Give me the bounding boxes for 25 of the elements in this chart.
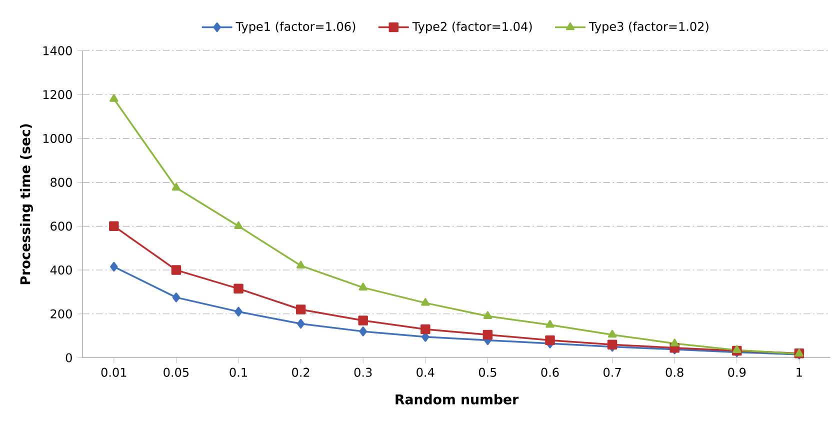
y-axis-title: Processing time (sec): [20, 124, 33, 284]
x-tick-label: 0.8: [666, 368, 684, 377]
y-tick-label: 400: [50, 265, 72, 274]
y-tick-label: 1400: [43, 46, 72, 56]
x-tick-label: 0.4: [416, 368, 434, 377]
x-tick-label: 0.05: [164, 368, 189, 377]
legend-label: Type3 (factor=1.02): [588, 22, 708, 34]
x-axis-title: Random number: [396, 394, 519, 404]
x-tick-label: 0.5: [478, 368, 496, 377]
y-tick-label: 1000: [43, 134, 72, 143]
x-tick-label: 0.9: [728, 368, 746, 377]
y-tick-label: 800: [50, 178, 72, 187]
y-tick-label: 0: [66, 353, 72, 362]
x-tick-label: 0.01: [101, 368, 126, 377]
x-tick-label: 0.7: [604, 368, 621, 377]
x-tick-label: 0.1: [230, 368, 247, 377]
x-tick-label: 1: [796, 368, 802, 376]
y-tick-label: 200: [50, 309, 72, 318]
y-tick-label: 600: [50, 222, 72, 231]
legend-label: Type2 (factor=1.04): [412, 22, 532, 34]
x-tick-label: 0.6: [541, 368, 559, 377]
y-tick-label: 1200: [43, 90, 72, 100]
legend-label: Type1 (factor=1.06): [236, 22, 356, 34]
x-tick-label: 0.3: [354, 368, 372, 377]
x-tick-label: 0.2: [292, 368, 310, 377]
